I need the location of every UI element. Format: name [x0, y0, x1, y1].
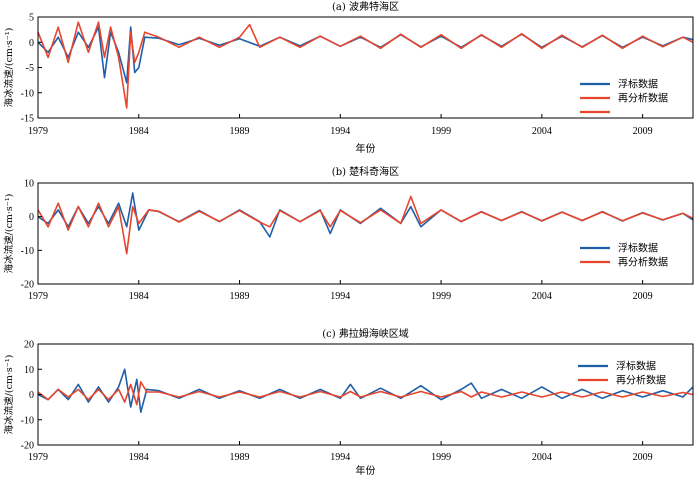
- legend-label: 再分析数据: [618, 92, 668, 105]
- x-tick-label: 1994: [330, 452, 350, 463]
- x-tick-label: 1979: [28, 291, 48, 302]
- x-tick-label: 2009: [633, 291, 653, 302]
- x-tick-label: 1979: [28, 126, 48, 137]
- x-tick-label: 1979: [28, 452, 48, 463]
- x-tick-label: 1999: [431, 126, 451, 137]
- y-tick-label: 5: [29, 13, 34, 24]
- x-tick-label: 2009: [633, 452, 653, 463]
- x-tick-label: 1984: [129, 126, 149, 137]
- y-tick-label: -5: [26, 63, 34, 74]
- y-tick-label: 20: [24, 340, 34, 351]
- legend-label: 再分析数据: [618, 256, 668, 269]
- x-tick-label: 1989: [230, 126, 250, 137]
- x-tick-label: 1999: [431, 452, 451, 463]
- y-tick-label: -10: [21, 88, 34, 99]
- y-tick-label: -15: [21, 114, 34, 125]
- x-tick-label: 2009: [633, 126, 653, 137]
- series-line-buoy: [37, 368, 694, 414]
- y-tick-label: -20: [21, 441, 34, 452]
- x-axis-label: 年份: [356, 464, 376, 477]
- x-tick-label: 2004: [532, 452, 552, 463]
- x-tick-label: 2004: [532, 291, 552, 302]
- legend-label: 浮标数据: [618, 242, 658, 255]
- plot-frame: [37, 16, 694, 119]
- series-line-reanalysis: [37, 195, 694, 255]
- y-tick-label: -20: [21, 280, 34, 291]
- y-tick-label: 10: [24, 365, 34, 376]
- chart-title: (c) 弗拉姆海峡区域: [322, 327, 409, 340]
- y-tick-label: 0: [29, 38, 34, 49]
- y-tick-label: 0: [29, 212, 34, 223]
- chart-title: (a) 波弗特海区: [332, 0, 399, 13]
- x-tick-label: 1989: [230, 291, 250, 302]
- y-axis-label: 海冰流速/(cm·s⁻¹): [3, 194, 15, 274]
- plot-frame: [37, 182, 694, 285]
- x-tick-label: 1994: [330, 291, 350, 302]
- x-tick-label: 2004: [532, 126, 552, 137]
- y-tick-label: -10: [21, 246, 34, 257]
- legend-label: 浮标数据: [618, 78, 658, 91]
- x-tick-label: 1999: [431, 291, 451, 302]
- series-line-reanalysis: [37, 381, 694, 406]
- x-axis-label: 年份: [356, 142, 376, 155]
- y-axis-label: 海冰流速/(cm·s⁻¹): [3, 28, 15, 108]
- y-axis-label: 海冰流速/(cm·s⁻¹): [3, 355, 15, 435]
- x-tick-label: 1989: [230, 452, 250, 463]
- legend-label: 再分析数据: [616, 374, 666, 387]
- series-line-buoy: [37, 26, 694, 84]
- x-tick-label: 1984: [129, 452, 149, 463]
- series-line-reanalysis: [37, 21, 694, 109]
- chart-title: (b) 楚科奇海区: [332, 165, 399, 178]
- x-tick-label: 1994: [330, 126, 350, 137]
- legend-label: 浮标数据: [616, 360, 656, 373]
- y-tick-label: 10: [24, 179, 34, 190]
- x-tick-label: 1984: [129, 291, 149, 302]
- y-tick-label: -10: [21, 415, 34, 426]
- y-tick-label: 0: [29, 390, 34, 401]
